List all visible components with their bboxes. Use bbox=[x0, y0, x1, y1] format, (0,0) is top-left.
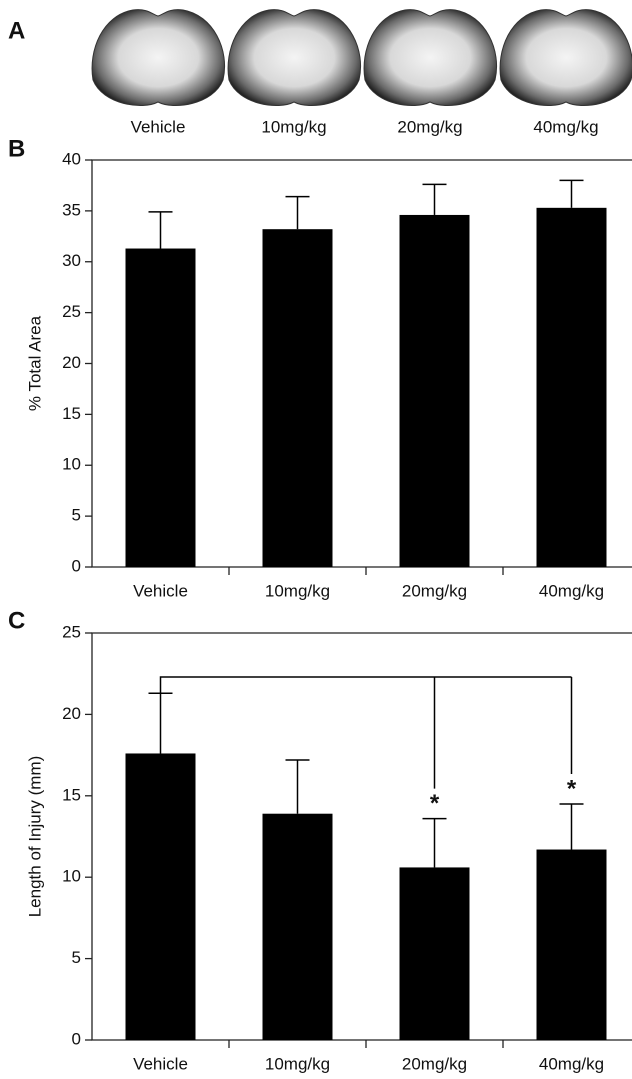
y-tick-label: 30 bbox=[62, 251, 81, 270]
y-tick-label: 40 bbox=[62, 149, 81, 168]
image-label: Vehicle bbox=[131, 117, 186, 136]
y-tick-label: 5 bbox=[72, 948, 81, 967]
tissue-section bbox=[364, 10, 497, 106]
y-tick-label: 10 bbox=[62, 867, 81, 886]
y-tick-label: 35 bbox=[62, 200, 81, 219]
significance-marker: * bbox=[567, 775, 577, 802]
significance-marker: * bbox=[430, 790, 440, 817]
image-label: 20mg/kg bbox=[397, 117, 462, 136]
x-tick-label: 40mg/kg bbox=[539, 581, 604, 600]
y-tick-label: 15 bbox=[62, 785, 81, 804]
y-tick-label: 20 bbox=[62, 704, 81, 723]
bar bbox=[400, 867, 470, 1040]
bar bbox=[263, 229, 333, 567]
tissue-section bbox=[228, 10, 361, 106]
image-label: 40mg/kg bbox=[533, 117, 598, 136]
figure: A Vehicle 10mg/kg 20mg/kg 40mg/kg B % Total A… bbox=[0, 0, 632, 1079]
y-tick-label: 15 bbox=[62, 404, 81, 423]
y-tick-label: 0 bbox=[72, 556, 81, 575]
y-tick-label: 5 bbox=[72, 506, 81, 525]
panel-label: B bbox=[8, 135, 25, 162]
x-tick-label: Vehicle bbox=[133, 581, 188, 600]
panel-label: C bbox=[8, 607, 25, 634]
bar bbox=[126, 249, 196, 567]
panel-label: A bbox=[8, 17, 25, 44]
bar bbox=[400, 215, 470, 567]
x-tick-label: Vehicle bbox=[133, 1054, 188, 1073]
y-tick-label: 25 bbox=[62, 302, 81, 321]
x-tick-label: 40mg/kg bbox=[539, 1054, 604, 1073]
y-tick-label: 20 bbox=[62, 353, 81, 372]
tissue-section bbox=[92, 10, 225, 106]
y-tick-label: 25 bbox=[62, 622, 81, 641]
bar bbox=[537, 850, 607, 1040]
y-axis-label: Length of Injury (mm) bbox=[25, 756, 44, 918]
bar bbox=[126, 753, 196, 1040]
x-tick-label: 20mg/kg bbox=[402, 1054, 467, 1073]
y-tick-label: 10 bbox=[62, 455, 81, 474]
bar bbox=[263, 814, 333, 1040]
significance-bracket bbox=[161, 677, 572, 789]
tissue-section bbox=[500, 10, 632, 106]
image-label: 10mg/kg bbox=[261, 117, 326, 136]
y-axis-label: % Total Area bbox=[25, 315, 44, 411]
y-tick-label: 0 bbox=[72, 1029, 81, 1048]
bar bbox=[537, 208, 607, 567]
x-tick-label: 20mg/kg bbox=[402, 581, 467, 600]
x-tick-label: 10mg/kg bbox=[265, 581, 330, 600]
x-tick-label: 10mg/kg bbox=[265, 1054, 330, 1073]
